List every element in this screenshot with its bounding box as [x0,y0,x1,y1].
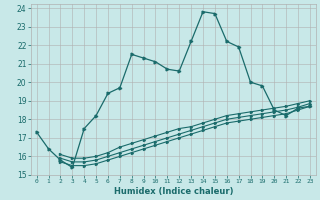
X-axis label: Humidex (Indice chaleur): Humidex (Indice chaleur) [114,187,233,196]
